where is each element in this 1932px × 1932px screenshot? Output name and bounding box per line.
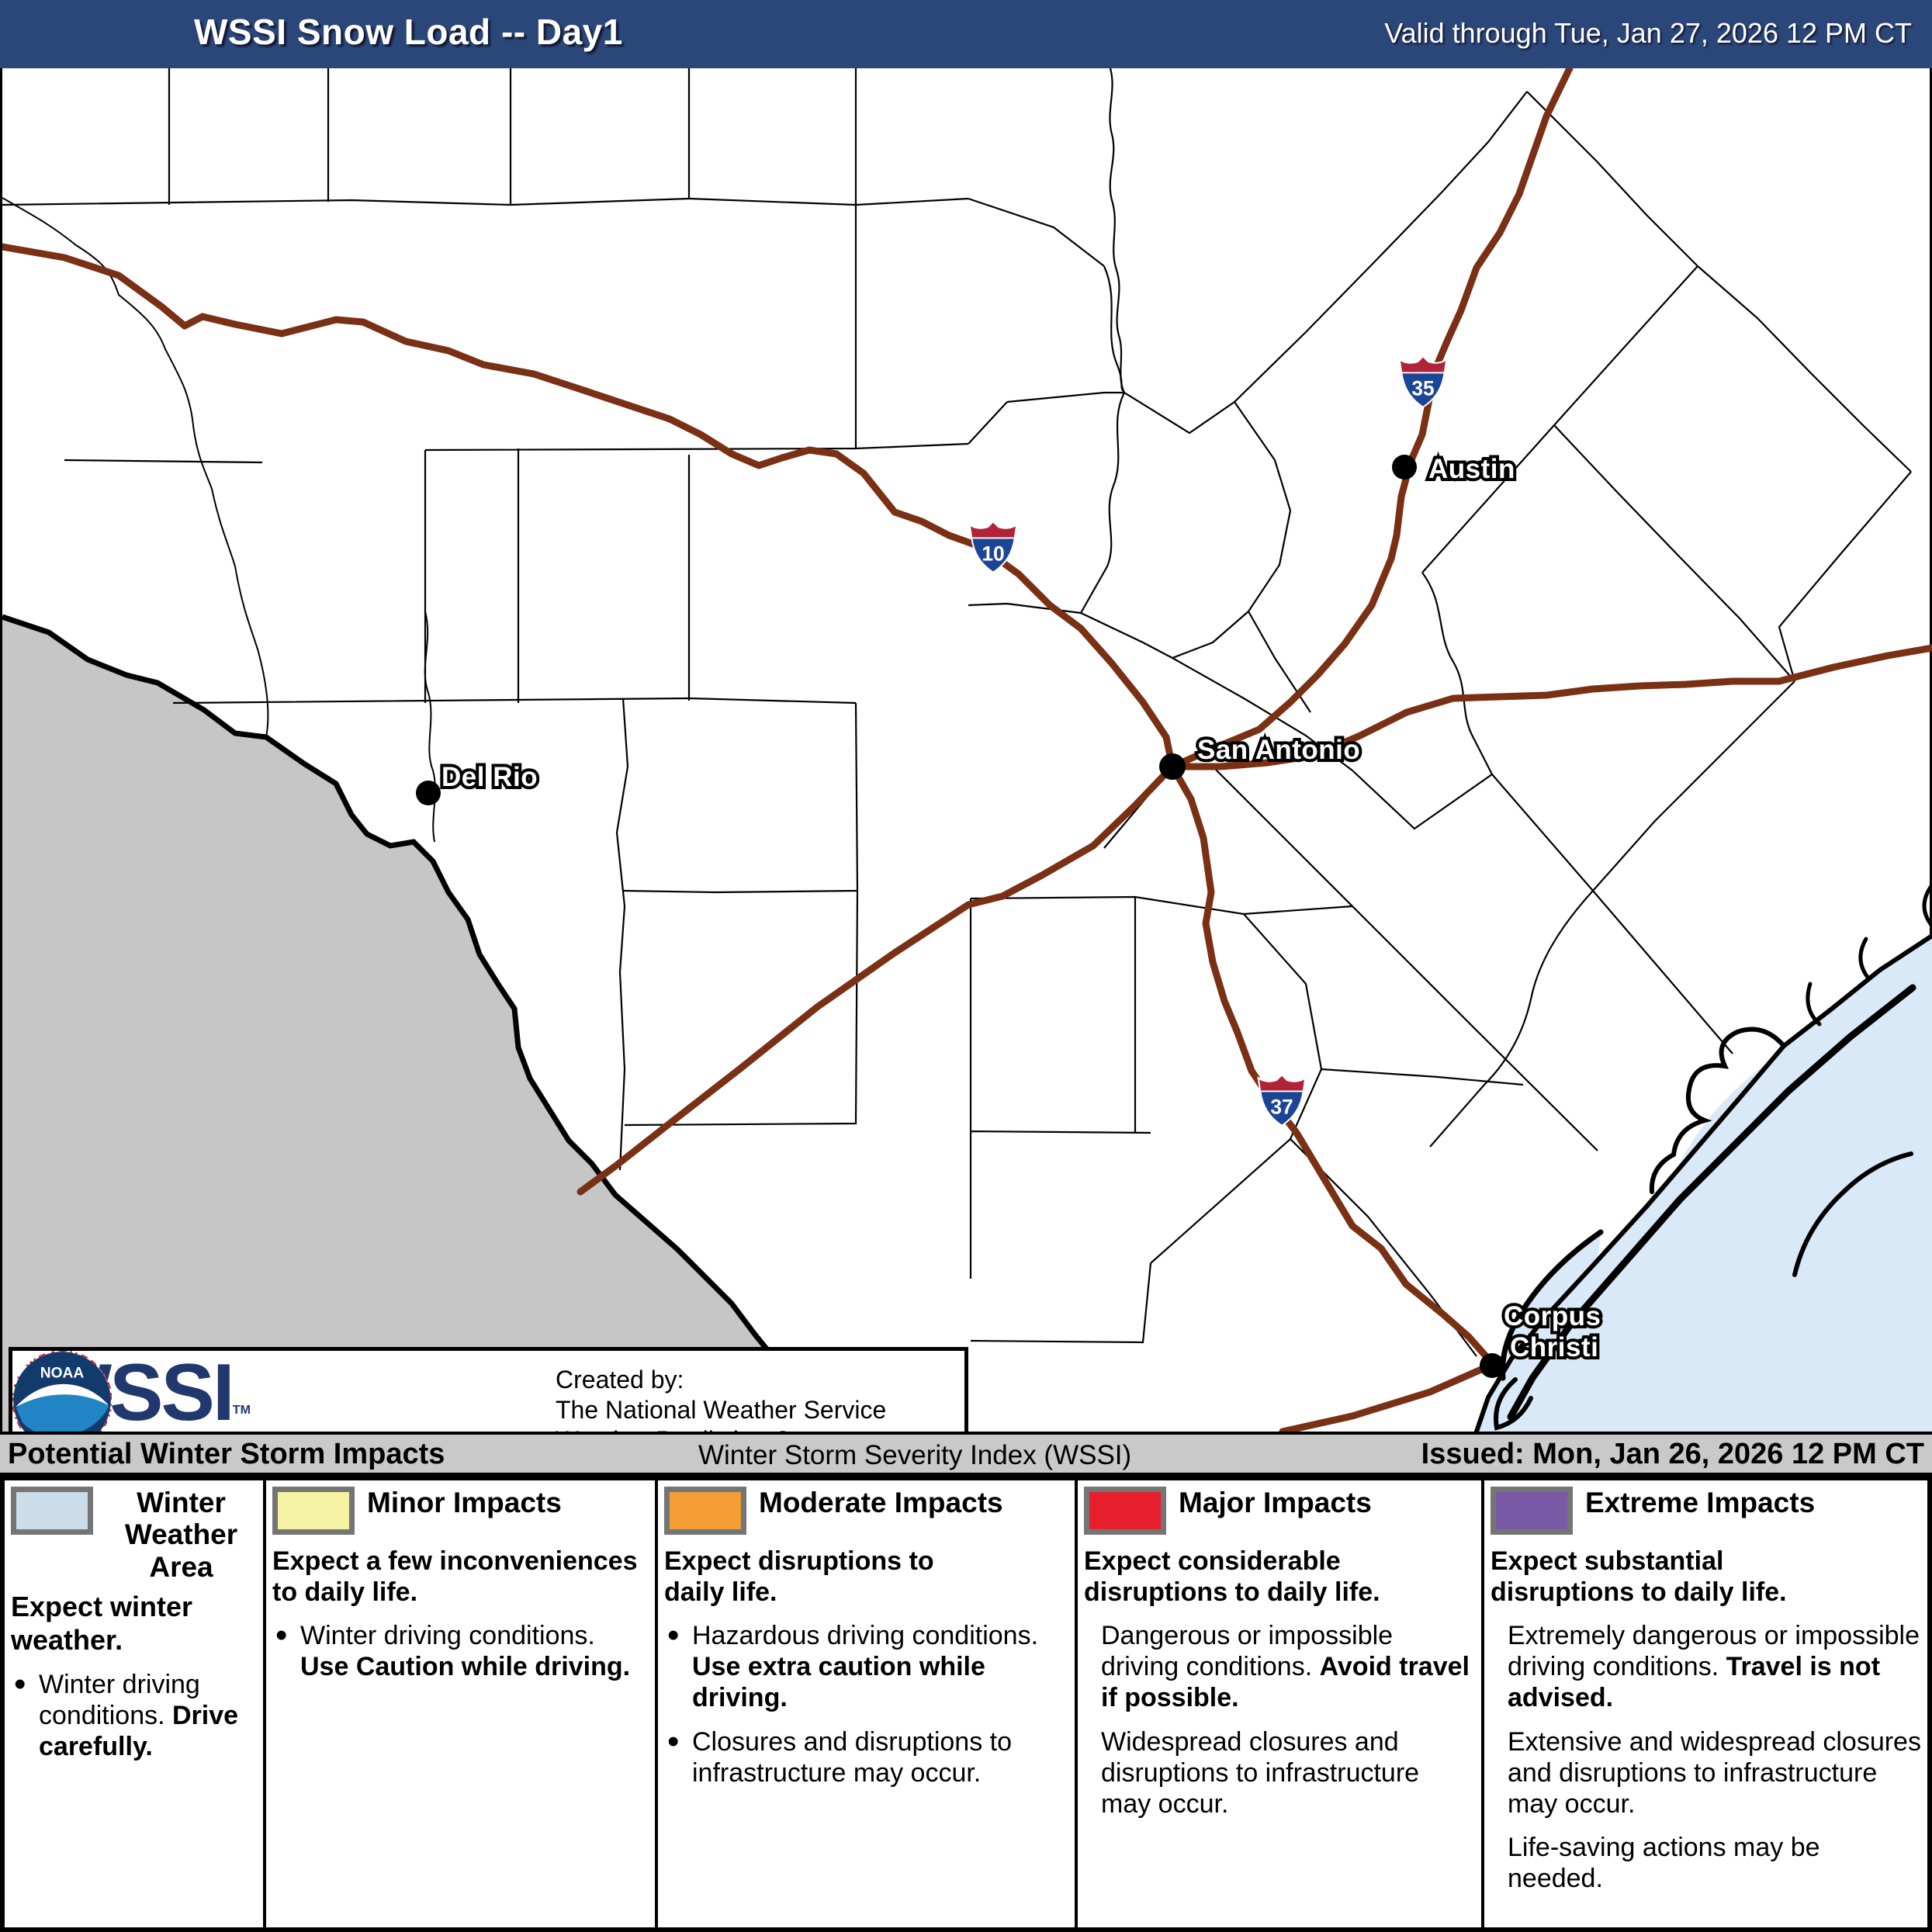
i37-shield: 37 <box>1257 1073 1307 1127</box>
extreme-title: Extreme Impacts <box>1585 1487 1816 1518</box>
mexico-region <box>2 614 826 1432</box>
major-item-1: Dangerous or impossible driving conditio… <box>1084 1620 1475 1713</box>
winter-item-bold: Drive carefully. <box>39 1701 239 1762</box>
weather-map: 35 10 37 Austin San Antonio Del Rio Corp… <box>0 68 1932 1496</box>
legend-column-extreme: Extreme Impacts Expect substantial disru… <box>1481 1480 1927 1927</box>
winter-title: Winter Weather Area <box>124 1487 238 1583</box>
i10-number: 10 <box>982 542 1004 565</box>
highway-i35-south <box>576 763 1176 1196</box>
extreme-item-2-text: Extensive and widespread closures and di… <box>1508 1726 1921 1819</box>
county-boundaries <box>2 68 1912 1357</box>
corpus-christi-dot <box>1480 1353 1504 1378</box>
major-item-2: Widespread closures and disruptions to i… <box>1084 1726 1475 1819</box>
impact-legend: Winter Weather Area Expect winter weathe… <box>0 1476 1932 1932</box>
header-bar: WSSI Snow Load -- Day1 Valid through Tue… <box>0 0 1932 68</box>
moderate-intro: Expect disruptions to daily life. <box>664 1546 934 1608</box>
credit-line1: Created by: <box>556 1366 684 1394</box>
moderate-item-2: Closures and disruptions to infrastructu… <box>664 1722 1068 1788</box>
wssi-tm: TM <box>232 1404 251 1417</box>
extreme-item-2: Extensive and widespread closures and di… <box>1491 1726 1921 1819</box>
major-intro: Expect considerable disruptions to daily… <box>1084 1546 1380 1608</box>
credit-line2: The National Weather Service <box>556 1396 887 1425</box>
major-item-2-text: Widespread closures and disruptions to i… <box>1101 1726 1420 1819</box>
del-rio-label: Del Rio <box>441 762 538 792</box>
minor-intro: Expect a few inconveniences to daily lif… <box>272 1546 638 1608</box>
moderate-title: Moderate Impacts <box>759 1487 1003 1518</box>
page-title: WSSI Snow Load -- Day1 <box>194 12 623 52</box>
san-antonio-label: San Antonio <box>1197 735 1360 765</box>
extreme-item-1: Extremely dangerous or impossible drivin… <box>1491 1620 1921 1713</box>
minor-item-text: Winter driving conditions. <box>300 1621 595 1651</box>
minor-item: Winter driving conditions. Use Caution w… <box>272 1615 649 1682</box>
austin-dot <box>1392 455 1417 480</box>
highway-i37 <box>1169 763 1497 1368</box>
moderate-item-2-text: Closures and disruptions to infrastructu… <box>692 1726 1013 1788</box>
noaa-logo-icon: NOAA <box>13 1352 111 1449</box>
coastline <box>1474 884 1932 1432</box>
i35-number: 35 <box>1411 376 1434 400</box>
del-rio-dot <box>416 781 441 805</box>
city-markers: Austin San Antonio Del Rio Corpus Christ… <box>416 451 1604 1378</box>
legend-column-winter: Winter Weather Area Expect winter weathe… <box>5 1480 263 1927</box>
highway-i10-west <box>2 243 1176 770</box>
corpus-christi-label-line1: Corpus <box>1504 1301 1601 1331</box>
winter-item: Winter driving conditions. Drive careful… <box>11 1664 257 1762</box>
river-lines <box>2 197 436 843</box>
highway-us77-south <box>1279 1360 1497 1432</box>
i10-shield: 10 <box>968 520 1018 573</box>
rio-grande-border <box>2 614 826 1432</box>
major-item-1-text: Dangerous or impossible driving conditio… <box>1101 1621 1394 1682</box>
legend-column-major: Major Impacts Expect considerable disrup… <box>1075 1480 1481 1927</box>
major-title: Major Impacts <box>1179 1487 1372 1518</box>
extreme-swatch <box>1491 1487 1573 1535</box>
austin-label: Austin <box>1428 454 1515 484</box>
minor-swatch <box>272 1487 355 1535</box>
map-canvas: 35 10 37 Austin San Antonio Del Rio Corp… <box>2 68 1932 1432</box>
legend-column-moderate: Moderate Impacts Expect disruptions to d… <box>655 1480 1075 1927</box>
moderate-item-1-text: Hazardous driving conditions. <box>692 1621 1039 1651</box>
noaa-logo-text: NOAA <box>40 1366 85 1382</box>
extreme-item-1-text: Extremely dangerous or impossible drivin… <box>1508 1621 1920 1682</box>
legend-title-bar: Potential Winter Storm Impacts Winter St… <box>0 1432 1932 1476</box>
wssi-subheading: Winter Storm Severity Index (WSSI) <box>698 1440 1132 1470</box>
winter-swatch <box>11 1487 93 1535</box>
extreme-intro: Expect substantial disruptions to daily … <box>1491 1546 1787 1608</box>
extreme-item-1-bold: Travel is not advised. <box>1508 1652 1881 1713</box>
extreme-item-3-text: Life-saving actions may be needed. <box>1508 1832 1820 1893</box>
major-swatch <box>1084 1487 1166 1535</box>
corpus-christi-label-line2: Christi <box>1510 1332 1598 1362</box>
moderate-item-1-bold: Use extra caution while driving. <box>692 1652 985 1713</box>
winter-item-text: Winter driving conditions. <box>39 1670 200 1731</box>
i35-shield: 35 <box>1398 355 1448 408</box>
moderate-swatch <box>664 1487 746 1535</box>
legend-column-minor: Minor Impacts Expect a few inconvenience… <box>263 1480 655 1927</box>
moderate-item-1: Hazardous driving conditions. Use extra … <box>664 1615 1068 1713</box>
san-antonio-dot <box>1159 753 1186 780</box>
highway-i35-north <box>1169 68 1574 770</box>
major-item-1-bold: Avoid travel if possible. <box>1101 1652 1470 1713</box>
issued-timestamp: Issued: Mon, Jan 26, 2026 12 PM CT <box>1421 1438 1924 1470</box>
valid-through-text: Valid through Tue, Jan 27, 2026 12 PM CT <box>1384 17 1912 49</box>
extreme-item-3: Life-saving actions may be needed. <box>1491 1832 1921 1894</box>
minor-title: Minor Impacts <box>367 1487 562 1518</box>
i37-number: 37 <box>1270 1095 1293 1118</box>
winter-intro: Expect winter weather. <box>11 1591 193 1656</box>
minor-item-bold: Use Caution while driving. <box>300 1652 631 1682</box>
highway-i10-east <box>1169 644 1932 770</box>
impacts-heading: Potential Winter Storm Impacts <box>8 1438 445 1470</box>
